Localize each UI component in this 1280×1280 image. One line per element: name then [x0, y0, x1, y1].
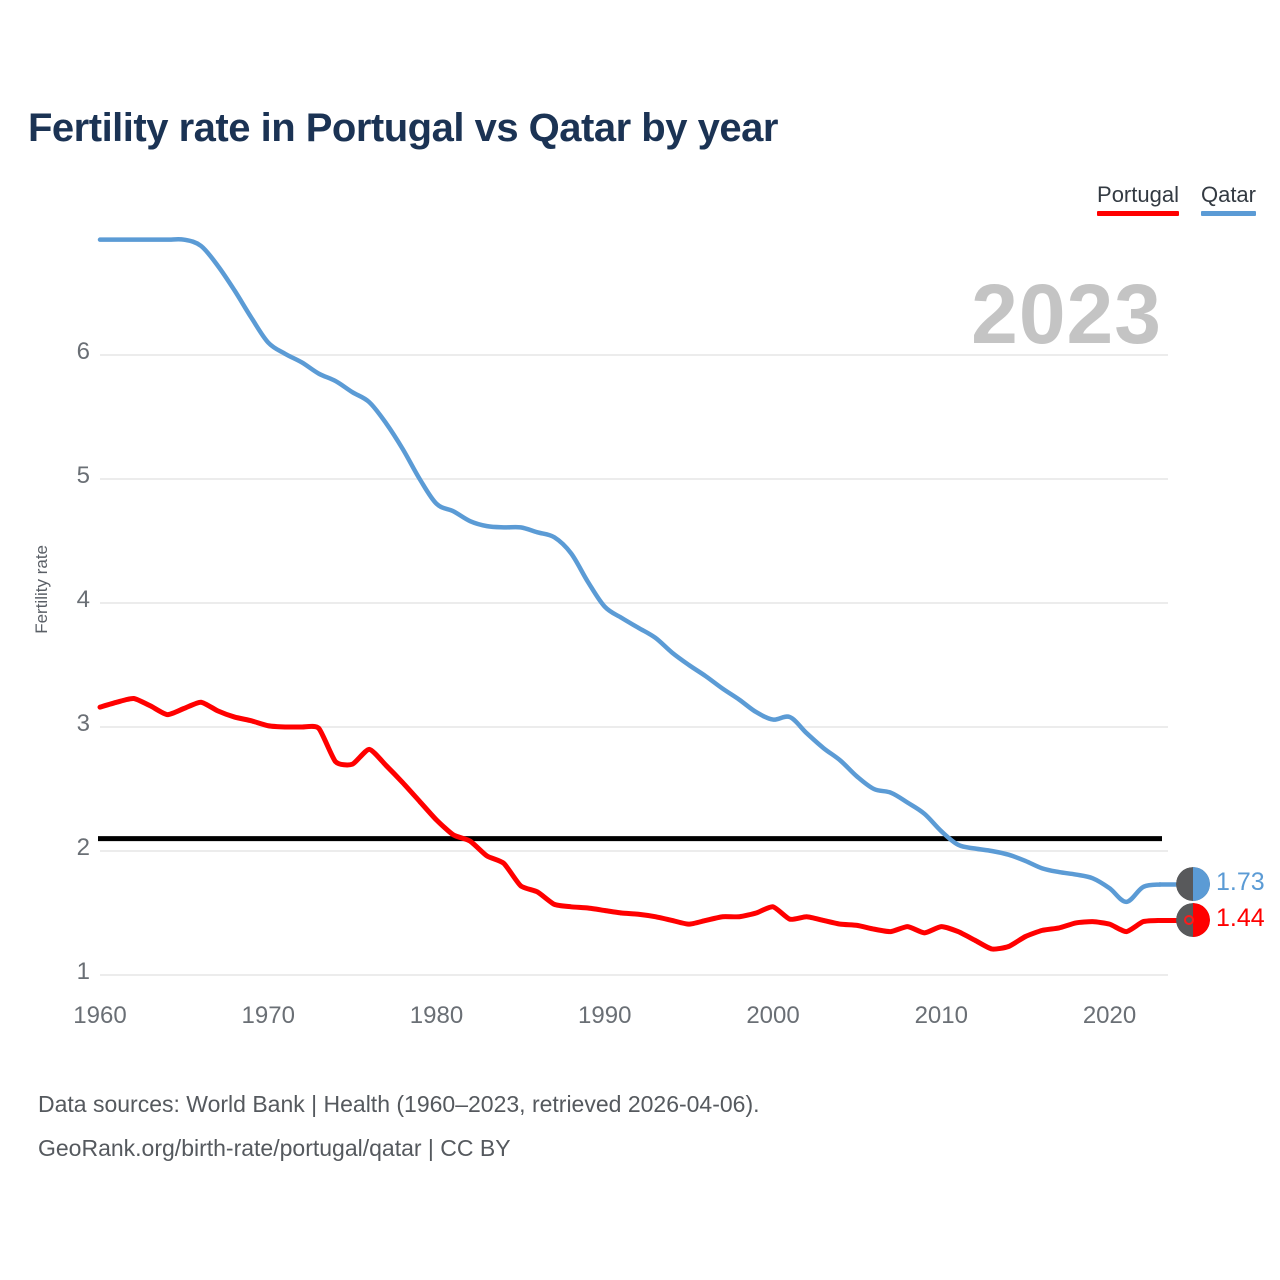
- legend-item-portugal[interactable]: Portugal: [1097, 182, 1179, 216]
- legend-item-qatar[interactable]: Qatar: [1200, 182, 1256, 216]
- x-tick-label-2020: 2020: [1082, 1002, 1137, 1029]
- y-tick-label-4: 4: [76, 586, 90, 613]
- year-watermark: 2023: [971, 267, 1162, 361]
- page-title: Fertility rate in Portugal vs Qatar by y…: [28, 106, 778, 150]
- y-tick-label-3: 3: [76, 710, 90, 737]
- x-tick-label-2010: 2010: [914, 1002, 968, 1029]
- marker-pip-icon: [1184, 915, 1194, 926]
- y-tick-label-1: 1: [76, 958, 90, 985]
- legend-label-portugal: Portugal: [1097, 182, 1179, 207]
- end-marker-qatar: [1176, 867, 1210, 902]
- x-tick-label-1960: 1960: [73, 1002, 127, 1029]
- footer: Data sources: World Bank | Health (1960–…: [38, 1082, 760, 1170]
- chart-legend: Portugal Qatar: [1097, 182, 1256, 216]
- y-tick-label-6: 6: [76, 338, 90, 365]
- legend-label-qatar: Qatar: [1200, 182, 1256, 207]
- x-tick-label-1990: 1990: [578, 1002, 632, 1029]
- end-value-qatar: 1.73: [1216, 868, 1265, 897]
- end-value-portugal: 1.44: [1216, 904, 1265, 933]
- legend-swatch-qatar: [1200, 211, 1256, 216]
- legend-swatch-portugal: [1097, 211, 1179, 216]
- footer-data-sources: Data sources: World Bank | Health (1960–…: [38, 1091, 760, 1117]
- y-tick-label-5: 5: [76, 462, 90, 489]
- y-axis-title: Fertility rate: [32, 545, 51, 634]
- x-tick-label-1980: 1980: [409, 1002, 464, 1029]
- footer-attribution[interactable]: GeoRank.org/birth-rate/portugal/qatar | …: [38, 1135, 511, 1161]
- marker-color-half: [1193, 903, 1210, 938]
- x-tick-label-2000: 2000: [746, 1002, 800, 1029]
- y-tick-label-2: 2: [76, 834, 90, 861]
- x-tick-label-1970: 1970: [241, 1002, 295, 1029]
- marker-color-half: [1193, 867, 1210, 902]
- end-marker-portugal: [1176, 903, 1210, 938]
